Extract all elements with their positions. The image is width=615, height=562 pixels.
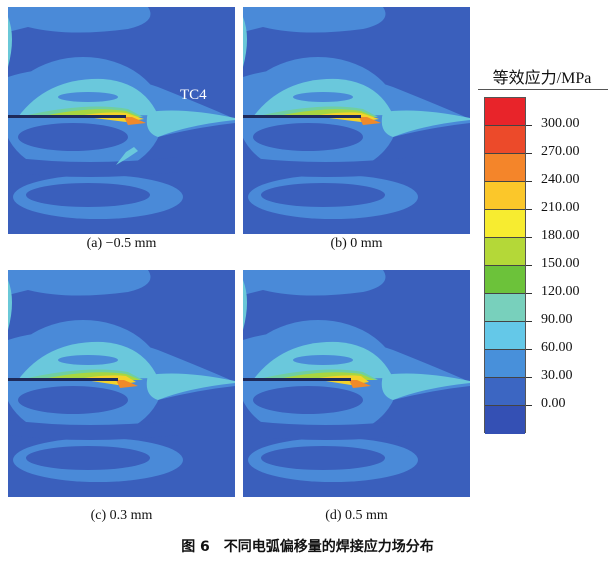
color-band — [485, 294, 525, 322]
legend-tick — [526, 321, 532, 322]
stress-contour-panel-b — [243, 7, 470, 234]
legend-tick-label: 150.00 — [541, 256, 580, 271]
legend-tick — [526, 377, 532, 378]
legend-tick-label: 300.00 — [541, 116, 580, 131]
legend-tick — [526, 153, 532, 154]
legend-tick-label: 90.00 — [541, 312, 573, 327]
color-band — [485, 154, 525, 182]
legend-tick — [526, 181, 532, 182]
legend-tick — [526, 405, 532, 406]
panel-caption-d: (d) 0.5 mm — [325, 508, 388, 523]
legend-tick — [526, 349, 532, 350]
legend-tick — [526, 125, 532, 126]
legend-tick-label: 0.00 — [541, 396, 566, 411]
legend-tick-label: 180.00 — [541, 228, 580, 243]
color-band — [485, 238, 525, 266]
legend-tick — [526, 265, 532, 266]
legend-divider — [478, 89, 608, 90]
stress-contour-panel-d — [243, 270, 470, 497]
legend-tick — [526, 237, 532, 238]
legend-tick — [526, 293, 532, 294]
color-band — [485, 378, 525, 406]
figure-caption: 图 6 不同电弧偏移量的焊接应力场分布 — [181, 539, 434, 555]
color-band — [485, 322, 525, 350]
legend-title: 等效应力/MPa — [492, 70, 592, 87]
contour-plot — [8, 270, 235, 497]
legend-tick-label: 30.00 — [541, 368, 573, 383]
stress-contour-panel-c — [8, 270, 235, 497]
contour-plot — [243, 270, 470, 497]
contour-plot: TC4 — [8, 7, 235, 234]
panel-caption-c: (c) 0.3 mm — [90, 508, 153, 523]
legend-tick — [526, 209, 532, 210]
legend-tick-label: 120.00 — [541, 284, 580, 299]
color-band — [485, 406, 525, 434]
legend-tick-label: 240.00 — [541, 172, 580, 187]
legend-tick-label: 270.00 — [541, 144, 580, 159]
color-band — [485, 98, 525, 126]
color-scale-bar — [484, 97, 526, 434]
color-band — [485, 266, 525, 294]
color-band — [485, 350, 525, 378]
legend-tick-label: 210.00 — [541, 200, 580, 215]
legend-tick-label: 60.00 — [541, 340, 573, 355]
panel-caption-b: (b) 0 mm — [330, 236, 383, 251]
color-band — [485, 126, 525, 154]
color-band — [485, 182, 525, 210]
color-band — [485, 210, 525, 238]
stress-contour-panel-a: TC4 — [8, 7, 235, 234]
contour-plot — [243, 7, 470, 234]
material-label-tc4: TC4 — [180, 87, 207, 103]
panel-caption-a: (a) −0.5 mm — [86, 236, 157, 251]
